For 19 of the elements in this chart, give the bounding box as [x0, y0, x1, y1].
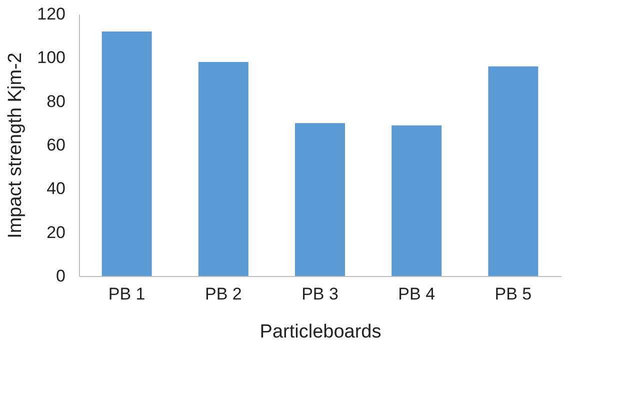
x-tick-label: PB 4: [398, 284, 436, 304]
bar: [102, 31, 152, 276]
y-tick-label: 120: [37, 4, 66, 24]
x-tick-label: PB 2: [204, 284, 242, 304]
y-tick-label: 60: [46, 136, 66, 154]
y-tick-label: 0: [56, 266, 66, 286]
y-tick-label: 100: [37, 48, 66, 68]
x-tick-label: PB 5: [494, 284, 532, 304]
x-tick-label: PB 1: [108, 284, 146, 304]
bar: [392, 125, 442, 276]
bar: [488, 66, 538, 276]
bar: [295, 123, 345, 276]
y-tick-label: 20: [46, 222, 66, 242]
x-tick-label: PB 3: [302, 284, 338, 304]
y-tick-label: 80: [46, 92, 66, 111]
y-axis-title: Impact strength Kjm-2: [5, 52, 26, 238]
y-tick-label: 40: [46, 179, 66, 198]
x-axis-title: Particleboards: [260, 322, 382, 342]
bar: [198, 62, 248, 276]
